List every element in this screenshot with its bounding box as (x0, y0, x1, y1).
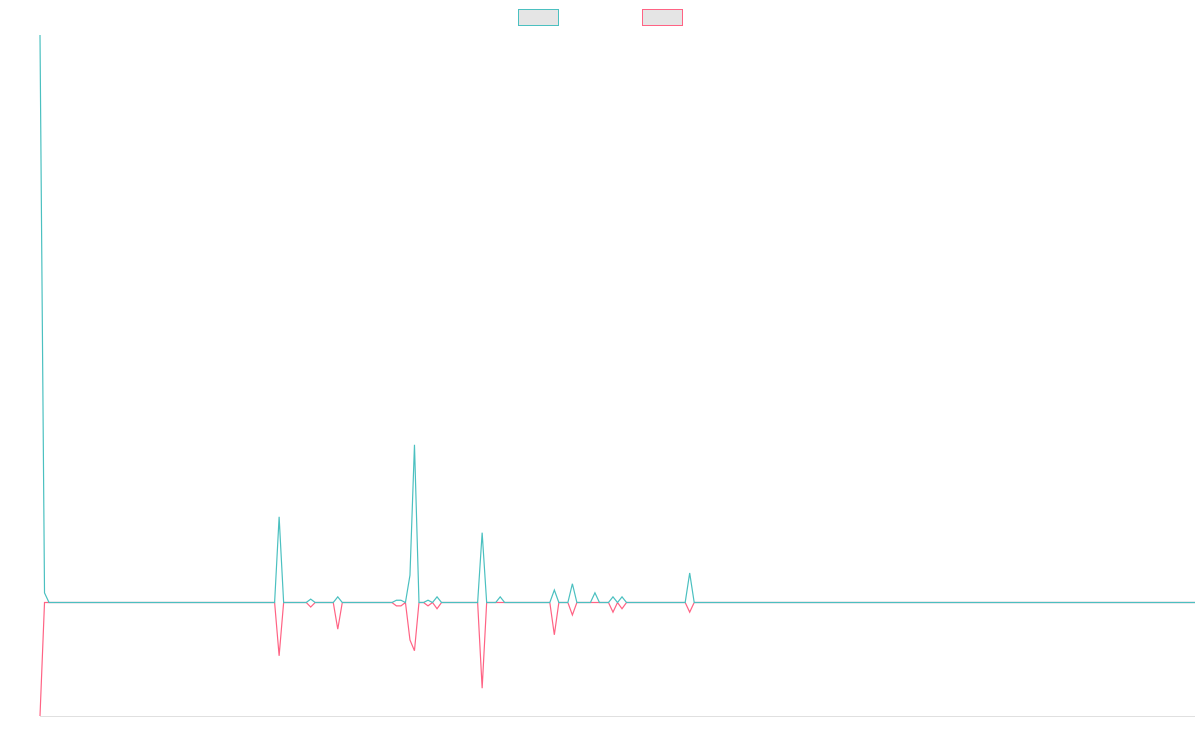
series-line (39, 34, 1195, 604)
legend-swatch (518, 9, 559, 26)
legend-swatch (642, 9, 683, 26)
series-line (39, 601, 1195, 717)
